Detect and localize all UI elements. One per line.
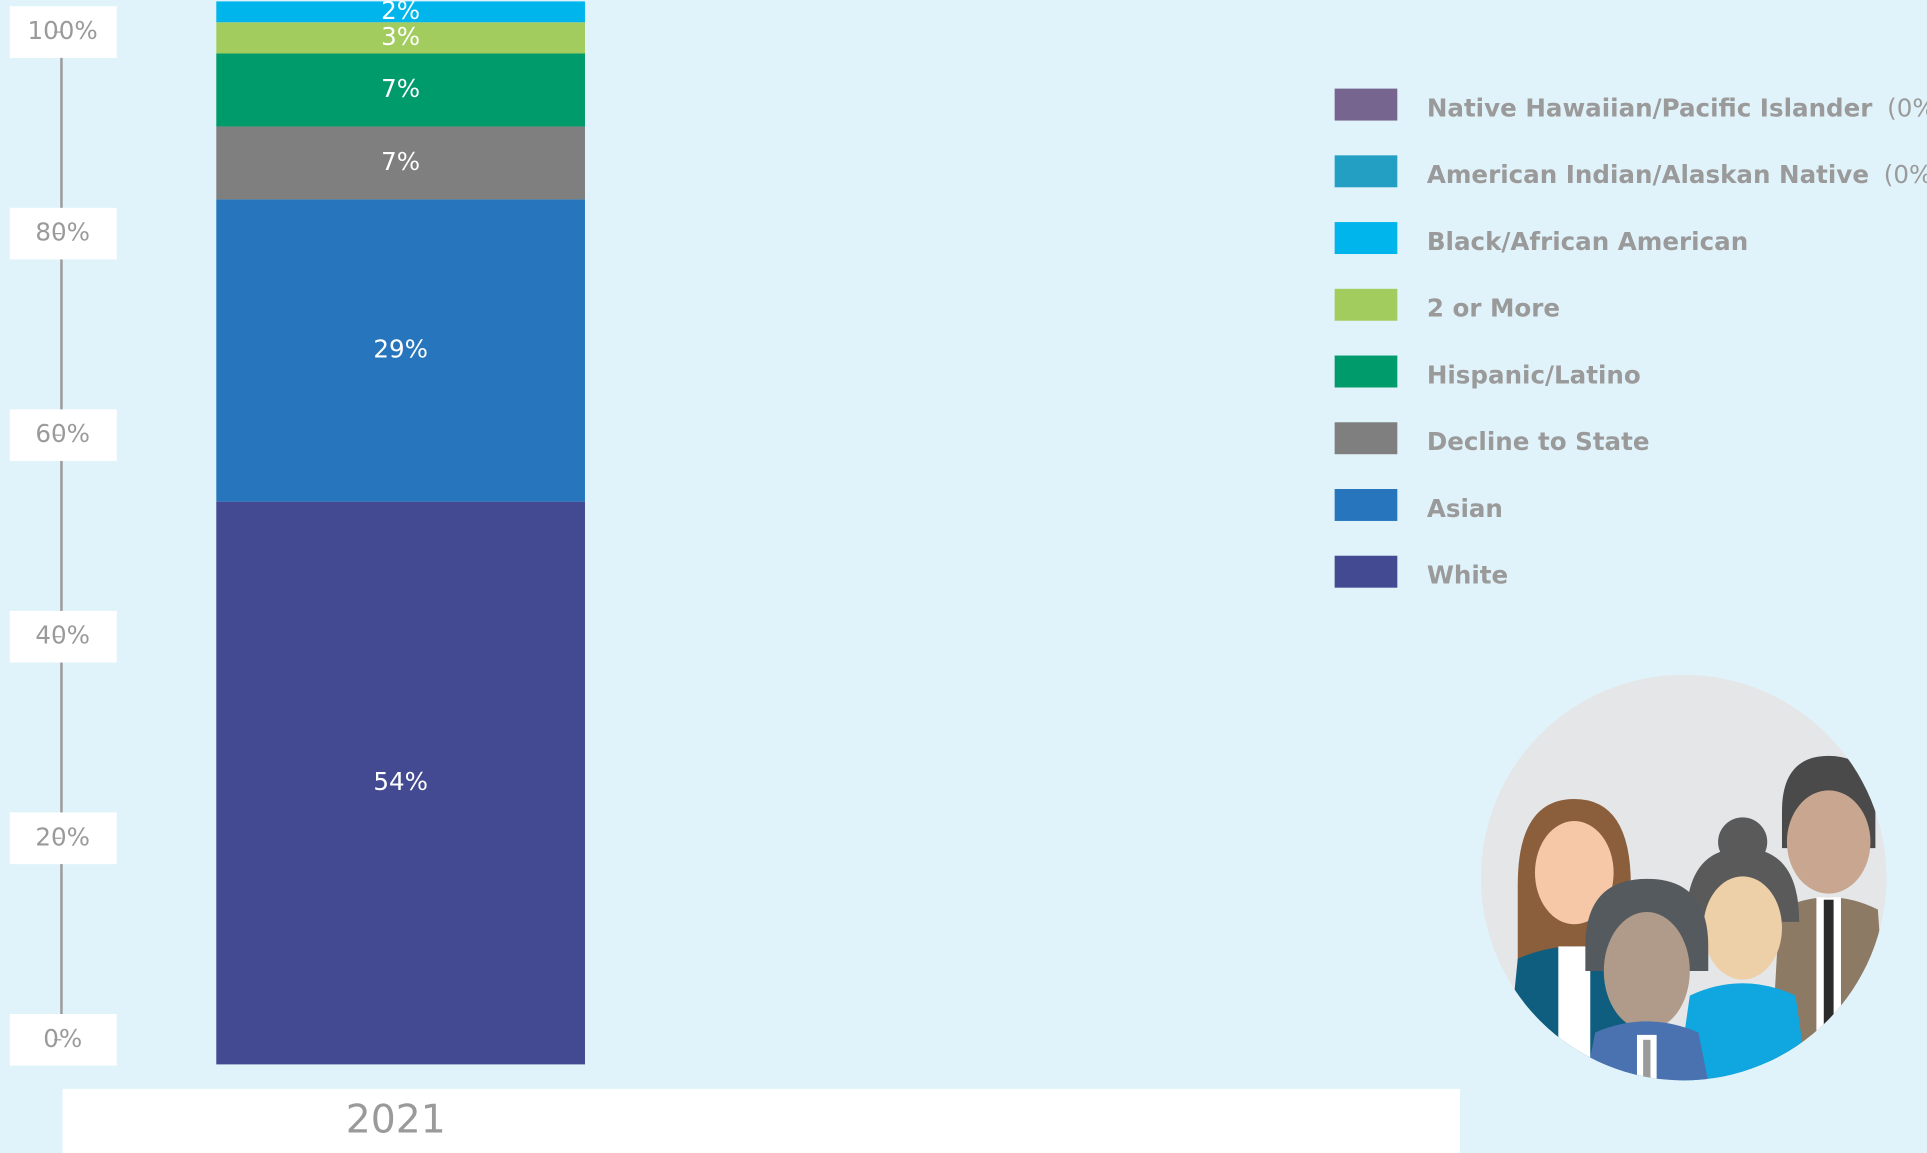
legend-label: American Indian/Alaskan Native — [1427, 160, 1869, 189]
legend-swatch — [1334, 488, 1398, 521]
legend-label: Asian — [1427, 494, 1503, 523]
x-tick-label: 2021 — [346, 1098, 446, 1143]
legend-swatch — [1334, 555, 1398, 588]
legend-swatch — [1334, 88, 1398, 121]
y-tick-box — [9, 812, 117, 865]
legend-label: 2 or More — [1427, 294, 1560, 323]
legend-swatch — [1334, 355, 1398, 388]
legend-swatch — [1334, 288, 1398, 321]
legend-label: Decline to State — [1427, 427, 1650, 456]
y-tick-label: 40% — [35, 621, 90, 650]
bar-segment — [216, 126, 585, 200]
y-tick-box — [9, 207, 117, 260]
data-label: 29% — [373, 335, 428, 364]
y-tick-box — [9, 6, 117, 58]
legend-label: Native Hawaiian/Pacific Islander — [1427, 93, 1873, 122]
data-label: 7% — [381, 147, 420, 176]
y-tick-label: 100% — [28, 16, 98, 45]
bar-segment — [216, 199, 585, 502]
bar-segment — [216, 501, 585, 1065]
data-label: 3% — [381, 22, 420, 51]
legend-swatch — [1334, 155, 1398, 188]
y-tick-label: 20% — [35, 822, 90, 851]
bar-segment — [216, 1, 585, 23]
bar-segment — [216, 22, 585, 54]
legend-label: Black/African American — [1427, 227, 1748, 256]
legend-swatch — [1334, 222, 1398, 255]
legend-value: (0%) — [1884, 160, 1927, 189]
y-tick-box — [9, 610, 117, 663]
legend-swatch — [1334, 422, 1398, 455]
y-tick-label: 0% — [43, 1024, 82, 1053]
data-label: 2% — [381, 0, 420, 25]
legend-label: White — [1427, 561, 1508, 590]
illustration — [1480, 674, 1887, 1081]
data-label: 54% — [373, 767, 428, 796]
legend-value: (0%) — [1887, 93, 1927, 122]
legend-label: Hispanic/Latino — [1427, 360, 1641, 389]
bar-segment — [216, 53, 585, 127]
y-tick-box — [9, 1014, 117, 1066]
y-tick-label: 80% — [35, 218, 90, 247]
category-band — [62, 1088, 1460, 1153]
data-label: 7% — [381, 74, 420, 103]
y-tick-label: 60% — [35, 419, 90, 448]
y-tick-box — [9, 409, 117, 461]
